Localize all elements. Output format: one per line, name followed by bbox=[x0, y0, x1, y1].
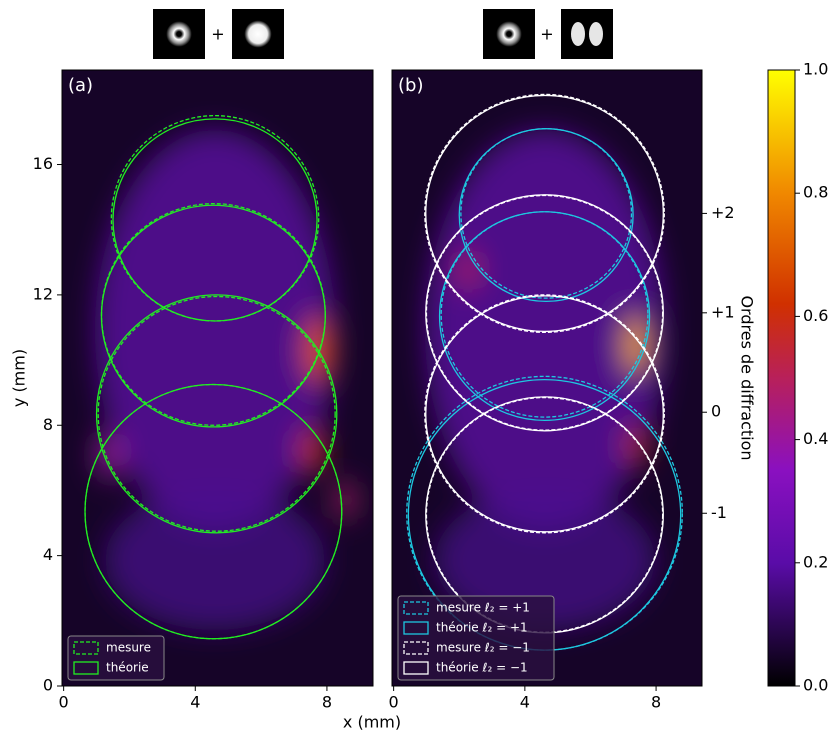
y-tick-label: 16 bbox=[33, 154, 53, 173]
circle-mark bbox=[425, 94, 664, 333]
circle-mark bbox=[110, 114, 320, 322]
operator: + bbox=[540, 25, 553, 44]
x-tick-label: 0 bbox=[59, 693, 69, 712]
y-tick-label: 0 bbox=[43, 676, 53, 695]
circle-mark bbox=[425, 194, 664, 432]
circle-mark bbox=[406, 375, 683, 651]
circle-mark bbox=[458, 128, 634, 303]
legend-swatch bbox=[403, 641, 429, 655]
legend-swatch bbox=[73, 641, 99, 655]
panel-label: (a) bbox=[68, 75, 93, 96]
colorbar-tick-label: 0.8 bbox=[803, 183, 828, 202]
legend-box bbox=[67, 635, 165, 681]
legend-label: théorie ℓ₂ = +1 bbox=[436, 621, 528, 635]
colorbar-tick-label: 1.0 bbox=[803, 60, 828, 79]
circle-mark bbox=[425, 295, 664, 533]
colorbar-tick-label: 0.6 bbox=[803, 306, 828, 325]
heatmap bbox=[62, 70, 373, 686]
axes-frame bbox=[61, 69, 374, 687]
circle-mark bbox=[425, 194, 664, 431]
x-tick-label: 4 bbox=[520, 693, 530, 712]
legend-label: mesure ℓ₂ = −1 bbox=[436, 641, 530, 655]
circle-mark bbox=[424, 294, 665, 534]
axes-frame bbox=[391, 69, 703, 687]
plot-area bbox=[406, 93, 683, 651]
x-axis-label: x (mm) bbox=[343, 713, 401, 732]
legend-box bbox=[397, 595, 555, 681]
legend-swatch bbox=[403, 661, 429, 675]
y-axis-label: y (mm) bbox=[10, 349, 29, 407]
circle-mark bbox=[84, 383, 343, 640]
legend-swatch bbox=[73, 661, 99, 675]
circle-mark bbox=[424, 93, 665, 334]
x-tick-label: 4 bbox=[190, 693, 200, 712]
y-tick-label: 4 bbox=[43, 545, 53, 564]
operator: + bbox=[211, 25, 224, 44]
panel-label: (b) bbox=[398, 75, 423, 96]
circle-mark bbox=[438, 211, 651, 422]
y2-tick-label: 0 bbox=[711, 402, 721, 421]
legend-swatch bbox=[403, 621, 429, 635]
circle-mark bbox=[425, 396, 664, 633]
y2-tick-label: -1 bbox=[711, 503, 727, 522]
x-tick-label: 8 bbox=[322, 693, 332, 712]
circle-mark bbox=[112, 118, 318, 322]
y2-tick-label: +1 bbox=[711, 302, 735, 321]
x-tick-label: 0 bbox=[389, 693, 399, 712]
circle-mark bbox=[95, 294, 338, 534]
y-tick-label: 8 bbox=[43, 415, 53, 434]
colorbar bbox=[767, 69, 796, 687]
x-tick-label: 8 bbox=[651, 693, 661, 712]
legend-label: mesure bbox=[106, 641, 151, 655]
y-tick-label: 12 bbox=[33, 284, 53, 303]
legend-label: théorie ℓ₂ = −1 bbox=[436, 661, 528, 675]
colorbar-tick-label: 0.0 bbox=[803, 676, 828, 695]
legend-swatch bbox=[403, 601, 429, 615]
colorbar-tick-label: 0.2 bbox=[803, 552, 828, 571]
legend-label: mesure ℓ₂ = +1 bbox=[436, 601, 530, 615]
inset-images bbox=[153, 9, 613, 59]
circle-mark bbox=[440, 211, 649, 418]
circle-mark bbox=[97, 295, 336, 532]
colorbar-tick-label: 0.4 bbox=[803, 429, 828, 448]
circle-mark bbox=[100, 204, 326, 428]
y2-axis-label: Ordres de diffraction bbox=[738, 295, 757, 460]
plot-area bbox=[84, 114, 343, 640]
legend-label: théorie bbox=[106, 661, 149, 675]
y2-tick-label: +2 bbox=[711, 203, 735, 222]
